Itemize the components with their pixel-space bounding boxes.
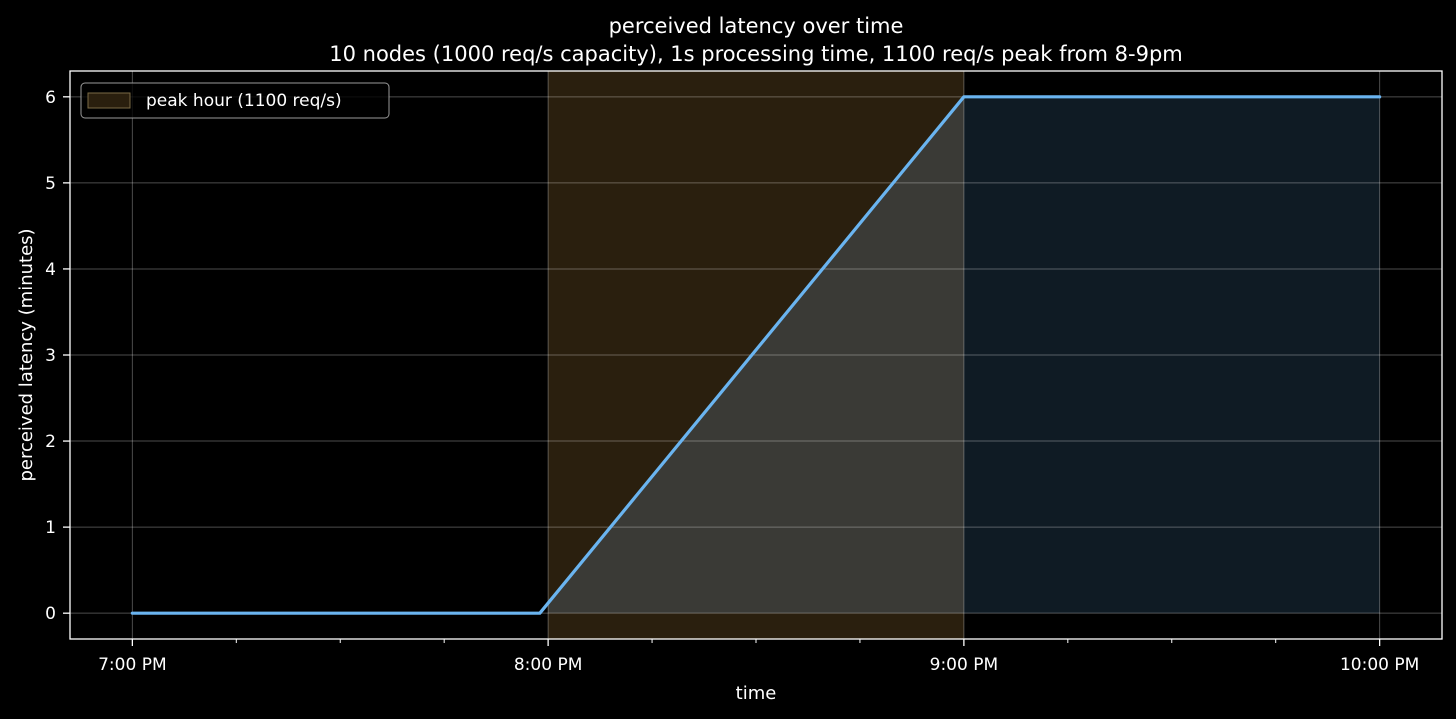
legend-swatch-peak-hour — [87, 92, 131, 109]
chart-title: perceived latency over time — [609, 14, 904, 38]
latency-line — [130, 95, 1382, 615]
legend: peak hour (1100 req/s) — [80, 82, 390, 119]
y-tick-label: 6 — [45, 88, 56, 108]
series-layer — [130, 95, 1382, 615]
x-axis-label: time — [736, 683, 777, 704]
y-axis-label: perceived latency (minutes) — [16, 228, 37, 481]
latency-fill-after-peak — [963, 96, 1380, 614]
grid-layer — [70, 71, 1442, 639]
chart-subtitle: 10 nodes (1000 req/s capacity), 1s proce… — [329, 42, 1182, 66]
y-tick-label: 0 — [45, 604, 56, 624]
y-tick-label: 4 — [45, 260, 56, 280]
y-tick-label: 5 — [45, 174, 56, 194]
x-tick-label: 7:00 PM — [98, 655, 167, 675]
y-tick-label: 2 — [45, 432, 56, 452]
legend-label-peak-hour: peak hour (1100 req/s) — [146, 91, 342, 111]
tick-layer: 7:00 PM 8:00 PM 9:00 PM 10:00 PM 0 1 2 3 4 5 6 — [45, 88, 1419, 675]
latency-fill-during-peak — [548, 96, 964, 614]
fill-layer — [548, 71, 1380, 639]
legend-box — [80, 82, 390, 119]
y-tick-label: 1 — [45, 518, 56, 538]
x-tick-label: 9:00 PM — [930, 655, 999, 675]
x-tick-label: 10:00 PM — [1340, 655, 1419, 675]
x-tick-label: 8:00 PM — [514, 655, 583, 675]
y-tick-label: 3 — [45, 346, 56, 366]
